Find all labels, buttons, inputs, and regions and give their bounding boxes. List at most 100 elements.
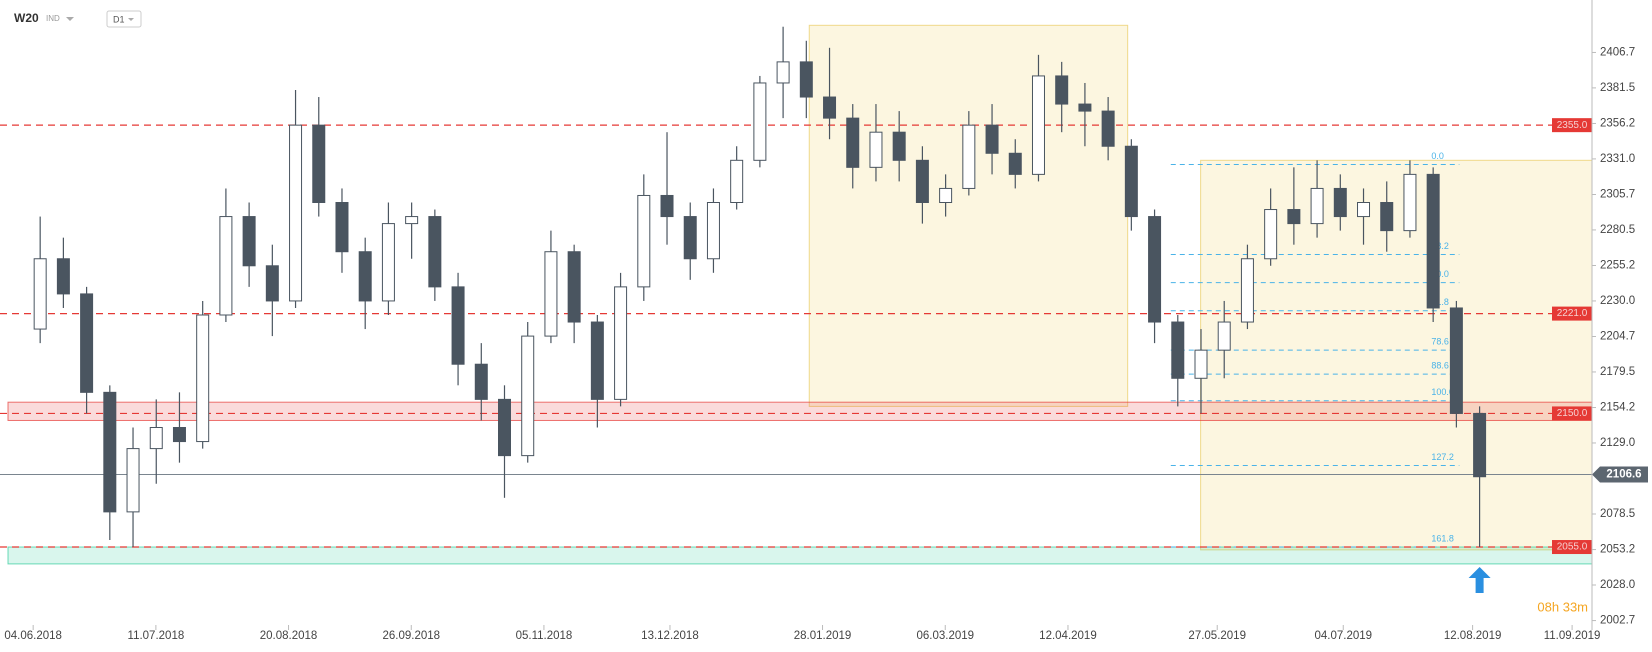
y-tick-label: 2078.5 xyxy=(1600,508,1635,520)
fib-label: 50.0 xyxy=(1431,269,1449,279)
x-tick-label: 11.07.2018 xyxy=(128,630,185,642)
highlight-box xyxy=(1200,159,1593,551)
y-tick-label: 2331.0 xyxy=(1600,153,1635,165)
fib-label: 161.8 xyxy=(1431,533,1454,543)
candle-body xyxy=(1403,173,1417,232)
candle-body xyxy=(1078,103,1092,112)
y-tick-label: 2129.0 xyxy=(1600,437,1635,449)
level-label: 2221.0 xyxy=(1557,308,1588,319)
x-tick-label: 26.09.2018 xyxy=(382,630,440,642)
current-price-label: 2106.6 xyxy=(1606,469,1641,481)
candle-body xyxy=(172,427,186,443)
candle-body xyxy=(405,216,419,225)
market: IND xyxy=(46,14,60,23)
fib-label: 0.0 xyxy=(1431,151,1444,161)
fib-label: 88.6 xyxy=(1431,360,1449,370)
candle-body xyxy=(242,216,256,267)
candle-body xyxy=(126,448,140,513)
y-tick-label: 2255.2 xyxy=(1600,260,1635,272)
x-tick-label: 05.11.2018 xyxy=(516,630,573,642)
timer: 08h 33m xyxy=(1537,599,1588,614)
candle-body xyxy=(1310,187,1324,225)
fib-label: 38.2 xyxy=(1431,241,1449,251)
level-tag xyxy=(1552,306,1592,321)
candle-body xyxy=(660,194,674,218)
symbol: W20 xyxy=(14,11,39,25)
fib-label: 78.6 xyxy=(1431,337,1449,347)
candle-body xyxy=(358,251,372,302)
y-tick-label: 2406.7 xyxy=(1600,46,1635,58)
candle-body xyxy=(1426,173,1440,309)
candle-body xyxy=(451,286,465,365)
candle-body xyxy=(521,335,535,457)
zone xyxy=(7,546,1593,565)
x-tick-label: 20.08.2018 xyxy=(260,630,318,642)
candle-body xyxy=(939,187,953,203)
fib-label: 61.8 xyxy=(1431,297,1449,307)
candle-body xyxy=(312,124,326,203)
candle-body xyxy=(1101,110,1115,147)
zone xyxy=(7,401,1593,421)
level-label: 2355.0 xyxy=(1557,120,1588,131)
candle-body xyxy=(799,61,813,98)
level-tag xyxy=(1552,540,1592,555)
candle-body xyxy=(637,194,651,288)
y-tick-label: 2204.7 xyxy=(1600,331,1635,343)
candle-body xyxy=(149,427,163,450)
candle-body xyxy=(1124,145,1138,218)
candle-body xyxy=(1449,307,1463,414)
y-tick-label: 2381.5 xyxy=(1600,82,1635,94)
candle-body xyxy=(1171,321,1185,379)
candle-body xyxy=(567,251,581,323)
y-tick-label: 2230.0 xyxy=(1600,295,1635,307)
candle-body xyxy=(1333,187,1347,218)
candle-body xyxy=(1357,202,1371,218)
level-tag xyxy=(1552,406,1592,421)
candle-body xyxy=(776,61,790,84)
candle-body xyxy=(428,216,442,288)
candle-body xyxy=(869,131,883,168)
candle-body xyxy=(219,216,233,316)
candle-body xyxy=(985,124,999,154)
x-tick-label: 27.05.2019 xyxy=(1188,630,1246,642)
level-tag xyxy=(1552,118,1592,133)
fib-label: 127.2 xyxy=(1431,452,1454,462)
y-tick-label: 2028.0 xyxy=(1600,579,1635,591)
candle-body xyxy=(683,216,697,260)
candle-body xyxy=(381,223,395,302)
candle-body xyxy=(590,321,604,400)
candle-body xyxy=(1055,75,1069,105)
candle-body xyxy=(196,314,210,443)
y-tick-label: 2154.2 xyxy=(1600,402,1635,414)
x-tick-label: 28.01.2019 xyxy=(794,630,852,642)
candle-body xyxy=(1217,321,1231,351)
candle-body xyxy=(1008,152,1022,175)
y-tick-label: 2280.5 xyxy=(1600,224,1635,236)
candle-body xyxy=(753,82,767,161)
fib-label: 100.0 xyxy=(1431,387,1454,397)
candle-body xyxy=(823,96,837,119)
candle-body xyxy=(1148,216,1162,323)
current-price-tag xyxy=(1592,466,1648,483)
x-tick-label: 04.06.2018 xyxy=(4,630,62,642)
candle-body xyxy=(335,202,349,253)
x-tick-label: 12.08.2019 xyxy=(1444,630,1502,642)
arrow-icon xyxy=(1468,567,1491,593)
y-tick-label: 2179.5 xyxy=(1600,366,1635,378)
candle-body xyxy=(1194,349,1208,379)
candle-body xyxy=(1031,75,1045,175)
candle-body xyxy=(80,293,94,393)
y-tick-label: 2002.7 xyxy=(1600,615,1635,627)
y-tick-label: 2053.2 xyxy=(1600,544,1635,556)
interval-select[interactable] xyxy=(106,10,142,28)
candle-body xyxy=(846,117,860,168)
candle-body xyxy=(614,286,628,400)
level-label: 2055.0 xyxy=(1557,542,1588,553)
level-label: 2150.0 xyxy=(1557,408,1588,419)
candle-body xyxy=(265,265,279,302)
dropdown-icon[interactable] xyxy=(66,17,74,21)
interval: D1 xyxy=(113,14,125,24)
candle-body xyxy=(498,398,511,457)
highlight-box xyxy=(808,24,1129,407)
